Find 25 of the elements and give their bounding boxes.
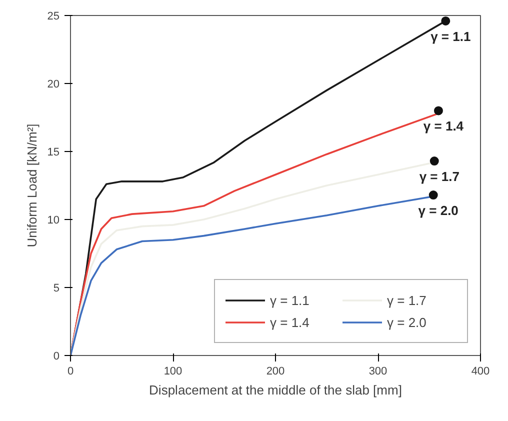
y-axis-title: Uniform Load [kN/m²] — [24, 124, 40, 248]
x-axis-title: Displacement at the middle of the slab [mm] — [149, 382, 402, 398]
x-tick-label: 200 — [266, 366, 285, 378]
y-tick-label: 10 — [47, 214, 60, 226]
x-tick-label: 400 — [471, 366, 490, 378]
annotation: γ = 2.0 — [418, 203, 458, 218]
annotation: γ = 1.4 — [423, 118, 464, 134]
legend-label: γ = 1.7 — [387, 292, 428, 308]
x-tick-label: 100 — [164, 366, 182, 378]
legend-label: γ = 1.1 — [270, 292, 310, 308]
annotation: γ = 1.7 — [419, 169, 460, 184]
legend-label: γ = 1.4 — [270, 314, 310, 330]
x-tick-label: 300 — [368, 366, 388, 378]
legend-label: γ = 2.0 — [387, 314, 428, 330]
x-tick-label: 0 — [67, 366, 74, 378]
y-tick-label: 25 — [47, 10, 60, 22]
y-tick-label: 20 — [47, 78, 60, 90]
y-tick-label: 5 — [53, 282, 60, 294]
point — [430, 156, 439, 166]
y-tick-label: 15 — [47, 146, 60, 158]
annotation: γ = 1.1 — [430, 28, 471, 44]
point — [441, 16, 450, 26]
point — [434, 106, 443, 116]
point — [428, 190, 438, 200]
y-tick-label: 0 — [53, 350, 60, 362]
